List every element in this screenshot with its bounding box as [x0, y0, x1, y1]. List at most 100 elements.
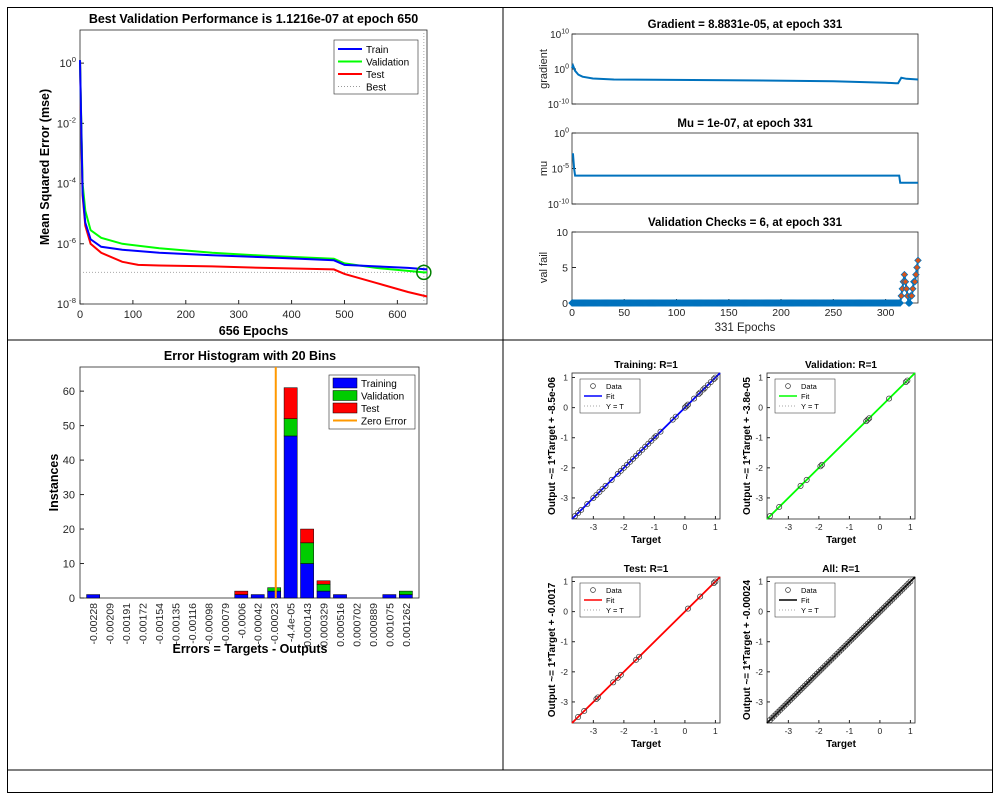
- data-point: [866, 415, 873, 422]
- data-point: [817, 463, 824, 470]
- bar-test: [300, 528, 314, 544]
- x-tick-label: 300: [877, 307, 895, 319]
- data-point: [614, 470, 621, 477]
- axes-box: [571, 231, 919, 304]
- y-tick-label: 10-10: [548, 199, 569, 212]
- x-tick-label: 250: [825, 307, 843, 319]
- data-point: [797, 482, 804, 489]
- data-point: [795, 688, 802, 695]
- data-point: [824, 660, 830, 667]
- legend-label: Validation: [366, 58, 409, 69]
- y-tick-label: 1: [563, 577, 568, 587]
- x-tick-label: 100: [124, 309, 142, 321]
- bar-validation: [316, 583, 331, 592]
- y-tick-label: -2: [560, 667, 568, 677]
- bar-training: [267, 590, 282, 599]
- x-tick-label: 0: [683, 726, 688, 736]
- x-tick-label: 600: [388, 309, 406, 321]
- legend-label: Test: [366, 70, 385, 81]
- data-point-marker: [900, 270, 909, 279]
- data-point: [815, 668, 822, 675]
- y-tick-label: -2: [755, 667, 763, 677]
- data-point: [639, 446, 646, 453]
- data-point: [648, 437, 655, 444]
- data-point: [799, 684, 806, 691]
- data-point: [848, 636, 855, 643]
- chart-title: Training: R=1: [614, 360, 678, 371]
- data-point: [701, 385, 708, 392]
- bar-validation: [283, 418, 298, 437]
- data-point: [838, 646, 845, 653]
- y-tick-label: 0: [563, 403, 568, 413]
- data-point: [776, 504, 783, 510]
- validation_checks-plot: Validation Checks = 6, at epoch 331 val f…: [538, 217, 922, 334]
- data-point: [627, 458, 633, 465]
- x-tick-label: -1: [651, 522, 659, 532]
- data-point: [819, 664, 826, 671]
- bar-training: [382, 594, 397, 599]
- legend-swatch: [785, 383, 791, 389]
- data-point: [697, 389, 704, 396]
- data-point: [777, 707, 784, 713]
- y-axis-label: Output ~= 1*Target + -3.8e-05: [742, 377, 753, 515]
- data-point: [633, 656, 640, 663]
- x-tick-label: -0.00116: [187, 603, 199, 644]
- performance-plot: Best Validation Performance is 1.1216e-0…: [38, 12, 432, 338]
- x-tick-label: -3: [785, 522, 793, 532]
- y-tick-label: -3: [560, 493, 568, 503]
- fit-line: [571, 576, 721, 724]
- data-point: [630, 455, 636, 462]
- data-point: [787, 696, 794, 703]
- y-tick-label: -2: [560, 463, 568, 473]
- data-point: [889, 596, 896, 603]
- data-point: [834, 650, 841, 657]
- data-point: [902, 379, 909, 385]
- fit-line: [571, 372, 721, 520]
- data-point: [652, 433, 659, 440]
- x-tick-label: 1: [908, 522, 913, 532]
- y-axis-label: Output ~= 1*Target + -8.5e-06: [547, 377, 558, 515]
- legend-swatch: [590, 383, 596, 389]
- y-tick-label: 0: [758, 607, 763, 617]
- data-point: [657, 428, 664, 435]
- x-axis-label: Target: [631, 739, 661, 750]
- series-line: [571, 62, 919, 85]
- data-point: [642, 443, 649, 450]
- data-point: [866, 618, 873, 625]
- data-point: [590, 494, 597, 501]
- y-tick-label: 60: [63, 386, 75, 398]
- y-tick-label: -2: [755, 463, 763, 473]
- x-tick-label: -3: [785, 726, 793, 736]
- data-point: [781, 702, 788, 709]
- legend-label: Data: [606, 586, 623, 595]
- data-point: [710, 580, 717, 586]
- y-axis-label: Output ~= 1*Target + -0.0017: [547, 582, 558, 717]
- data-point: [599, 485, 606, 492]
- data-point: [803, 680, 810, 687]
- data-point: [895, 590, 902, 597]
- legend-label: Zero Error: [361, 417, 407, 428]
- chart-title: Validation: R=1: [805, 360, 877, 371]
- y-axis-label: mu: [538, 161, 550, 176]
- data-point: [885, 600, 891, 607]
- data-point: [860, 624, 867, 631]
- data-point: [773, 711, 780, 717]
- y-tick-label: 10-10: [548, 99, 569, 112]
- data-point: [596, 488, 603, 495]
- y-tick-label: 1010: [550, 29, 569, 42]
- y-tick-label: 20: [63, 524, 75, 536]
- mu-plot: Mu = 1e-07, at epoch 331 mu 10-10 10-5 100: [538, 118, 919, 212]
- data-point-marker: [896, 299, 904, 307]
- data-point: [862, 622, 869, 629]
- chart-title: Error Histogram with 20 Bins: [164, 349, 336, 363]
- x-tick-label: 500: [335, 309, 353, 321]
- y-tick-label: 10-4: [57, 176, 77, 191]
- regression_all-plot: All: R=1 -3 -2 -1 0 1 -3 -2 -1 0 1 Target Output ~= …: [742, 564, 916, 750]
- data-point: [840, 644, 847, 651]
- legend-label: Y = T: [801, 402, 819, 411]
- data-point: [623, 461, 630, 468]
- data-point-marker: [912, 270, 920, 279]
- y-tick-label: 10-8: [57, 296, 76, 311]
- x-axis-label: Errors = Targets - Outputs: [172, 642, 327, 656]
- data-point: [872, 612, 879, 619]
